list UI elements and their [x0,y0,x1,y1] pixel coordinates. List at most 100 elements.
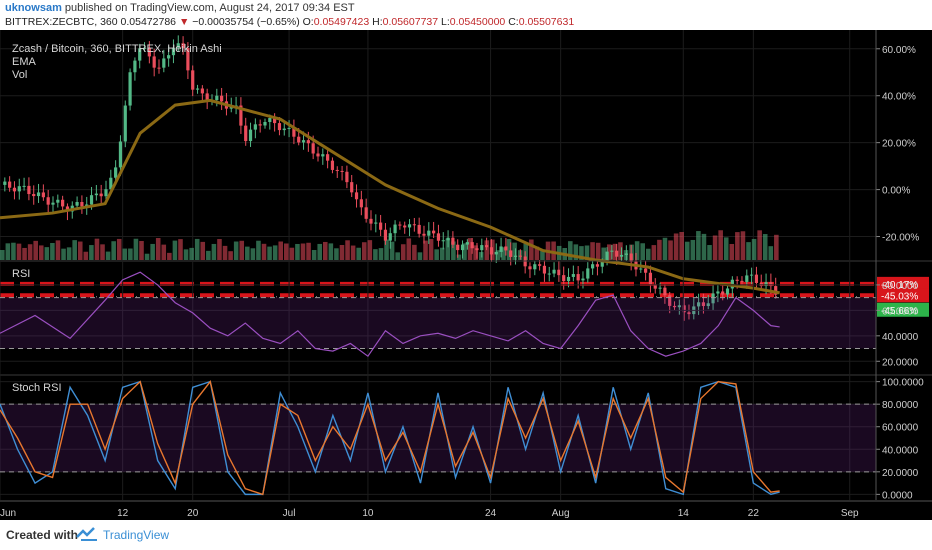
candle-body [350,182,354,193]
time-tick-label: Aug [552,508,570,519]
volume-bar [634,241,640,260]
volume-bar [735,232,740,260]
stoch-rsi-pane-title[interactable]: Stoch RSI [12,382,62,394]
volume-bar [762,234,768,260]
time-tick-label: 24 [485,508,497,519]
time-tick-label: Sep [841,508,859,519]
candle-body [518,255,522,257]
volume-bar [167,252,172,260]
volume-bar [512,242,517,260]
candle-body [571,274,575,277]
candle-body [176,43,180,48]
volume-indicator-label[interactable]: Vol [12,69,27,81]
close-label: C: [508,16,519,28]
candle-body [701,302,706,307]
level-axis-badge [877,276,929,291]
volume-bar [161,244,167,260]
volume-bar [423,240,428,260]
candle-body [509,250,513,257]
volume-bar [696,231,701,260]
stoch-d-line[interactable] [0,380,780,496]
volume-bar [595,242,601,260]
main-pane[interactable] [0,30,876,321]
candle-body [393,224,397,234]
ema-indicator-label[interactable]: EMA [12,56,37,68]
candle-body [412,224,416,226]
publish-line: uknowsam published on TradingView.com, A… [5,2,355,14]
candle-body [605,251,609,262]
volume-bar [150,243,155,260]
candle-body [287,127,291,129]
volume-bar [506,239,512,260]
symbol-label: BITTREX:ZECBTC, 360 [5,16,118,28]
candle-body [407,224,412,228]
candle-body [162,58,166,68]
volume-bar [284,243,289,260]
chart-area[interactable]: 60.00% 40.00% 20.00% 0.00% -20.00% -40.17% -45… [0,30,932,520]
volume-bar [701,233,707,260]
candle-body [639,268,643,270]
candle-body [745,275,749,282]
time-axis[interactable]: Jun 12 20 Jul 10 24 Aug 14 22 Sep [0,500,932,519]
volume-bar [551,241,556,260]
candle-body [754,274,759,283]
candle-body [533,264,537,270]
volume-bar [640,243,645,260]
candle-body [494,251,498,255]
volume-bar [373,249,378,260]
candle-body [239,105,243,126]
volume-bar [322,241,328,260]
candle-body [624,253,628,255]
candle-body [364,207,368,219]
price-axis[interactable]: 60.00%40.00%20.00%0.00%-20.00%-40.17%-45… [875,30,929,501]
candle-body [682,305,686,313]
candle-body [721,291,725,295]
volume-bar [233,241,239,260]
volume-bar [657,239,662,260]
volume-bar [83,251,89,260]
time-tick-label: 22 [748,508,760,519]
candle-body [316,153,320,157]
volume-bar [38,245,44,260]
volume-bar [356,247,361,260]
volume-bar [568,241,573,260]
candle-body [85,204,89,207]
volume-bar [389,241,395,260]
volume-bar [22,247,27,260]
candle-body [398,224,402,226]
volume-bar [133,238,139,260]
chart-background [0,30,932,520]
volume-bar [378,248,384,260]
candle-body [697,302,701,307]
band-fill [0,404,876,472]
level-axis-label: -40.17% [881,280,918,291]
rsi-pane-title[interactable]: RSI [12,268,30,280]
volume-bar [768,246,774,260]
candle-body [330,160,335,170]
candle-body [379,222,383,230]
volume-bar [723,237,729,260]
volume-bar [774,234,779,260]
candle-body [171,47,176,56]
volume-bar [679,231,684,260]
volume-bar [473,245,478,260]
tradingview-brand-link[interactable]: TradingView [103,528,170,542]
volume-bar [529,239,534,260]
candle-body [610,250,614,252]
footer: Created with TradingView [0,520,932,550]
volume-bar [5,243,11,260]
author-link[interactable]: uknowsam [5,2,62,14]
volume-bar [412,244,417,260]
stoch-rsi-pane[interactable] [0,374,932,500]
last-price: 0.05472786 [120,16,177,28]
axis-tick-label: 40.0000 [882,332,919,343]
candle-body [446,237,450,241]
candle-body [672,305,677,308]
volume-bar [395,252,400,260]
rsi-pane[interactable] [0,260,932,374]
last-value-label: -45.66% [881,306,918,317]
rsi-line[interactable] [0,271,780,358]
candle-body [306,140,310,144]
chart-canvas[interactable]: 60.00%40.00%20.00%0.00%-20.00%-40.17%-45… [0,30,932,520]
candle-body [335,169,339,171]
